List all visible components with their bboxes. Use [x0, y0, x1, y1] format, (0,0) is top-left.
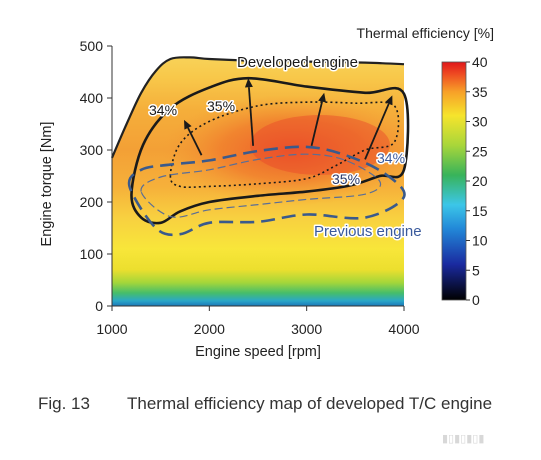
colorbar-title: Thermal efficiency [%]: [357, 25, 494, 41]
caption-text: Thermal efficiency map of developed T/C …: [127, 394, 493, 413]
colorbar-tick-label: 25: [472, 143, 488, 159]
x-tick-label: 3000: [291, 321, 322, 337]
x-tick-label: 4000: [388, 321, 419, 337]
colorbar-tick-label: 5: [472, 262, 480, 278]
developed-contour-34pct: [130, 76, 410, 225]
improvement-arrow: [244, 78, 255, 146]
x-tick-label: 2000: [194, 321, 225, 337]
developed-contour-35pct: [169, 101, 400, 189]
colorbar-tick-label: 40: [472, 54, 488, 70]
caption-label: Fig. 13: [38, 394, 90, 413]
previous-contour-35pct: [140, 153, 382, 218]
colorbar-tick-label: 10: [472, 233, 488, 249]
colorbar-tick-label: 15: [472, 203, 488, 219]
colorbar-tick-label: 30: [472, 114, 488, 130]
heatmap-surface: [112, 57, 404, 306]
developed-engine-label: Developed engine: [237, 54, 358, 71]
colorbar-tick-label: 35: [472, 84, 488, 100]
colorbar-scale: [441, 61, 467, 301]
improvement-arrow: [184, 119, 203, 156]
colorbar-tick-label: 20: [472, 173, 488, 189]
y-axis-label: Engine torque [Nm]: [39, 122, 55, 247]
developed-35pct-label: 35%: [207, 98, 235, 114]
colorbar: Thermal efficiency [%] 0 5 10 15 20 25 30 35 40: [357, 25, 494, 308]
x-axis-label: Engine speed [rpm]: [195, 344, 321, 360]
previous-34pct-label: 34%: [377, 150, 405, 166]
previous-contour-34pct: [127, 145, 406, 237]
peak-efficiency-region: [162, 95, 404, 205]
improvement-arrow: [310, 92, 326, 147]
developed-34pct-label: 34%: [149, 102, 177, 118]
y-tick-label: 500: [80, 38, 104, 54]
max-torque-curve: [110, 56, 405, 159]
previous-35pct-label: 35%: [332, 171, 360, 187]
colorbar-tick-label: 0: [472, 292, 480, 308]
y-tick-label: 0: [95, 298, 103, 314]
x-tick-label: 1000: [96, 321, 127, 337]
x-axis: 1000 2000 3000 4000 Engine speed [rpm]: [96, 305, 420, 360]
previous-engine-label: Previous engine: [314, 223, 422, 240]
watermark-logo: ▮▯▮▯▮▯▮: [442, 433, 485, 445]
y-axis: 0 100 200 300 400 500 Engine torque [Nm]: [39, 38, 113, 314]
y-tick-label: 100: [80, 246, 104, 262]
y-tick-label: 300: [80, 142, 104, 158]
y-tick-label: 200: [80, 194, 104, 210]
improvement-arrow: [364, 95, 393, 160]
y-tick-label: 400: [80, 90, 104, 106]
